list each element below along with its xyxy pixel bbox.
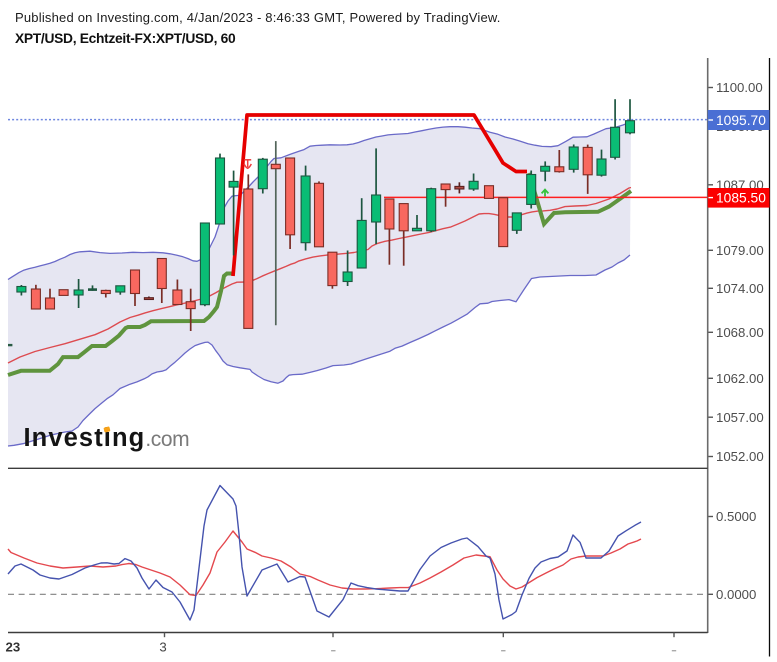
svg-text:1062.00: 1062.00 [716,371,764,386]
svg-text:0.5000: 0.5000 [716,509,756,524]
svg-text:1100.00: 1100.00 [716,80,763,95]
svg-text:3: 3 [159,640,166,655]
svg-text:1085.50: 1085.50 [716,190,766,205]
svg-text:1074.00: 1074.00 [716,281,764,296]
svg-text:1057.00: 1057.00 [716,410,764,425]
svg-text:23: 23 [6,640,21,655]
svg-text:1068.00: 1068.00 [716,325,764,340]
svg-text:1095.70: 1095.70 [716,113,766,128]
svg-text:1079.00: 1079.00 [716,243,764,258]
svg-text:1052.00: 1052.00 [716,449,764,464]
svg-text:0.0000: 0.0000 [716,587,756,602]
